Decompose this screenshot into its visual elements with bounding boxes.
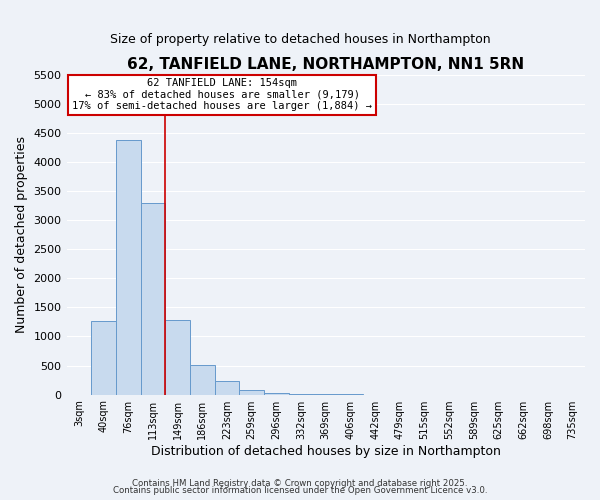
Text: Size of property relative to detached houses in Northampton: Size of property relative to detached ho… bbox=[110, 32, 490, 46]
Text: Contains HM Land Registry data © Crown copyright and database right 2025.: Contains HM Land Registry data © Crown c… bbox=[132, 478, 468, 488]
Bar bbox=[140, 203, 165, 394]
X-axis label: Distribution of detached houses by size in Northampton: Distribution of detached houses by size … bbox=[151, 444, 501, 458]
Text: 62 TANFIELD LANE: 154sqm
← 83% of detached houses are smaller (9,179)
17% of sem: 62 TANFIELD LANE: 154sqm ← 83% of detach… bbox=[72, 78, 372, 112]
Bar bbox=[116, 140, 140, 394]
Y-axis label: Number of detached properties: Number of detached properties bbox=[15, 136, 28, 334]
Bar bbox=[165, 320, 190, 394]
Bar bbox=[215, 381, 239, 394]
Bar bbox=[190, 365, 215, 394]
Bar bbox=[239, 390, 264, 394]
Bar bbox=[264, 393, 289, 394]
Bar bbox=[91, 321, 116, 394]
Title: 62, TANFIELD LANE, NORTHAMPTON, NN1 5RN: 62, TANFIELD LANE, NORTHAMPTON, NN1 5RN bbox=[127, 58, 524, 72]
Text: Contains public sector information licensed under the Open Government Licence v3: Contains public sector information licen… bbox=[113, 486, 487, 495]
